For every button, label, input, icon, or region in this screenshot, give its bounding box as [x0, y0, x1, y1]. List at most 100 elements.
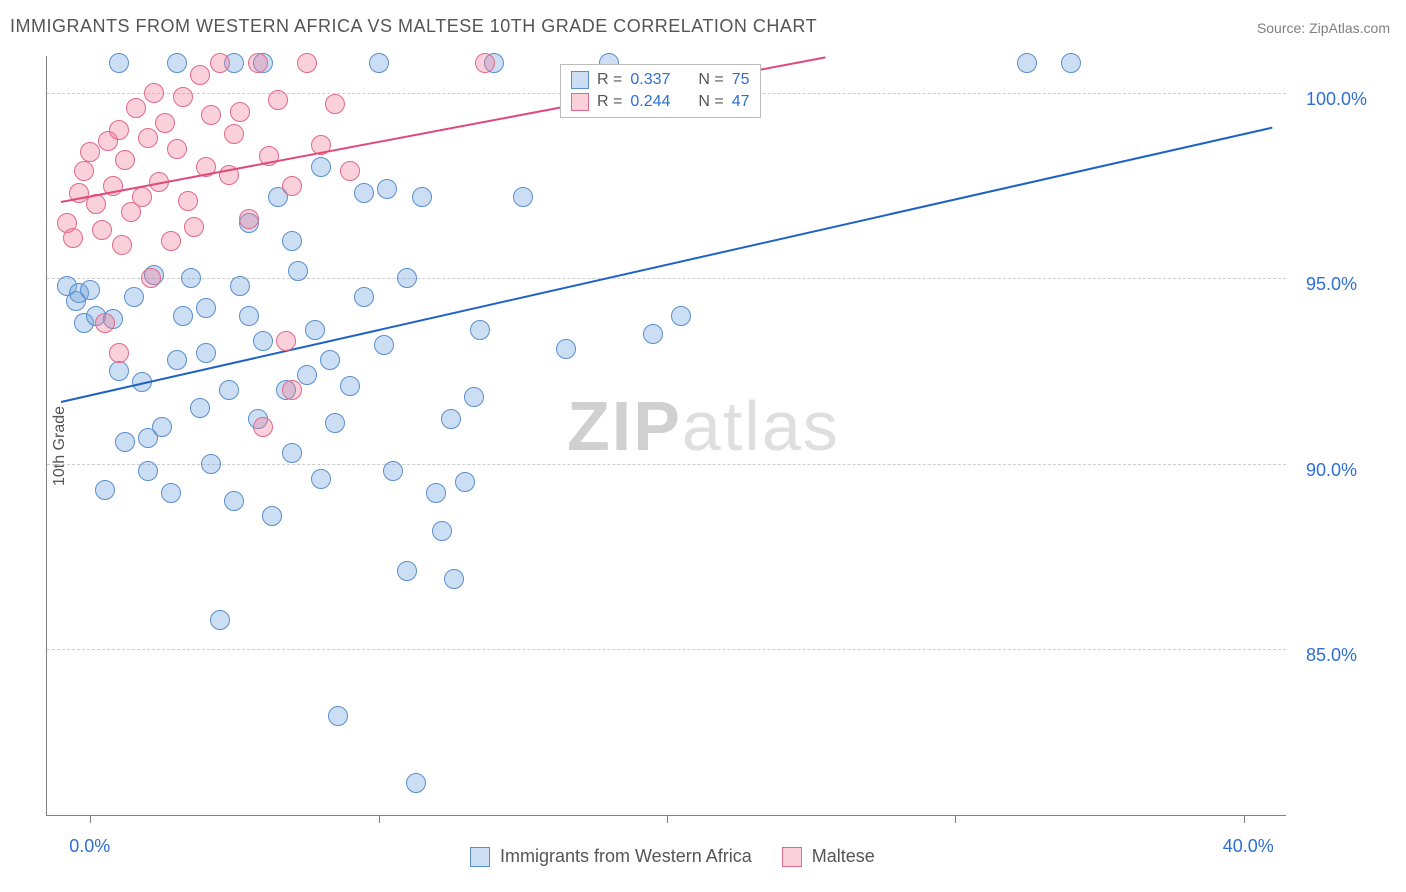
series-legend: Immigrants from Western AfricaMaltese — [470, 846, 895, 867]
x-tick — [90, 815, 91, 823]
y-tick-label: 90.0% — [1306, 460, 1357, 481]
scatter-point — [178, 191, 198, 211]
scatter-point — [1061, 53, 1081, 73]
watermark-bold: ZIP — [567, 387, 682, 465]
legend-n-label: N = — [698, 93, 723, 111]
scatter-point — [161, 231, 181, 251]
scatter-point — [297, 53, 317, 73]
scatter-point — [190, 398, 210, 418]
legend-swatch — [571, 93, 589, 111]
scatter-point — [311, 157, 331, 177]
scatter-point — [196, 343, 216, 363]
scatter-point — [230, 102, 250, 122]
x-tick — [667, 815, 668, 823]
scatter-point — [224, 491, 244, 511]
scatter-point — [201, 454, 221, 474]
scatter-point — [282, 380, 302, 400]
legend-r-label: R = — [597, 71, 622, 89]
grid-line — [47, 649, 1286, 650]
scatter-point — [268, 90, 288, 110]
source-attribution: Source: ZipAtlas.com — [1257, 20, 1390, 36]
scatter-point — [126, 98, 146, 118]
scatter-point — [282, 443, 302, 463]
scatter-point — [513, 187, 533, 207]
scatter-point — [210, 610, 230, 630]
scatter-point — [190, 65, 210, 85]
legend-swatch — [470, 847, 490, 867]
scatter-point — [397, 268, 417, 288]
scatter-point — [80, 142, 100, 162]
scatter-point — [248, 53, 268, 73]
scatter-point — [253, 331, 273, 351]
scatter-point — [354, 287, 374, 307]
scatter-point — [1017, 53, 1037, 73]
scatter-point — [95, 313, 115, 333]
legend-series-label: Immigrants from Western Africa — [500, 846, 752, 867]
scatter-point — [383, 461, 403, 481]
scatter-point — [412, 187, 432, 207]
scatter-point — [470, 320, 490, 340]
scatter-point — [230, 276, 250, 296]
scatter-point — [80, 280, 100, 300]
scatter-point — [556, 339, 576, 359]
watermark-light: atlas — [682, 387, 840, 465]
scatter-point — [297, 365, 317, 385]
x-tick-label: 0.0% — [69, 836, 110, 857]
scatter-point — [475, 53, 495, 73]
scatter-point — [276, 331, 296, 351]
scatter-point — [201, 105, 221, 125]
scatter-point — [144, 83, 164, 103]
scatter-point — [328, 706, 348, 726]
scatter-point — [320, 350, 340, 370]
scatter-point — [406, 773, 426, 793]
scatter-point — [210, 53, 230, 73]
scatter-point — [63, 228, 83, 248]
scatter-point — [173, 87, 193, 107]
scatter-point — [671, 306, 691, 326]
scatter-point — [432, 521, 452, 541]
y-tick-label: 95.0% — [1306, 274, 1357, 295]
scatter-point — [282, 231, 302, 251]
scatter-point — [340, 376, 360, 396]
legend-row: R =0.337N =75 — [571, 69, 750, 91]
scatter-point — [109, 120, 129, 140]
scatter-point — [173, 306, 193, 326]
scatter-point — [311, 469, 331, 489]
scatter-point — [374, 335, 394, 355]
scatter-point — [464, 387, 484, 407]
scatter-point — [325, 413, 345, 433]
grid-line — [47, 464, 1286, 465]
scatter-point — [95, 480, 115, 500]
scatter-point — [167, 53, 187, 73]
scatter-point — [167, 350, 187, 370]
scatter-point — [305, 320, 325, 340]
scatter-point — [124, 287, 144, 307]
scatter-point — [181, 268, 201, 288]
scatter-point — [354, 183, 374, 203]
scatter-point — [239, 306, 259, 326]
scatter-point — [161, 483, 181, 503]
y-tick-label: 85.0% — [1306, 645, 1357, 666]
scatter-point — [325, 94, 345, 114]
scatter-point — [132, 187, 152, 207]
scatter-point — [138, 461, 158, 481]
scatter-point — [112, 235, 132, 255]
scatter-point — [196, 298, 216, 318]
scatter-point — [397, 561, 417, 581]
scatter-point — [109, 53, 129, 73]
legend-n-label: N = — [698, 71, 723, 89]
scatter-point — [92, 220, 112, 240]
scatter-point — [219, 380, 239, 400]
legend-row: R =0.244N =47 — [571, 91, 750, 113]
scatter-point — [141, 268, 161, 288]
scatter-point — [455, 472, 475, 492]
scatter-point — [426, 483, 446, 503]
plot-area: ZIPatlas — [46, 56, 1286, 816]
watermark: ZIPatlas — [567, 386, 840, 466]
scatter-point — [115, 150, 135, 170]
scatter-point — [109, 361, 129, 381]
x-tick-label: 40.0% — [1223, 836, 1274, 857]
scatter-point — [369, 53, 389, 73]
scatter-point — [643, 324, 663, 344]
scatter-point — [444, 569, 464, 589]
